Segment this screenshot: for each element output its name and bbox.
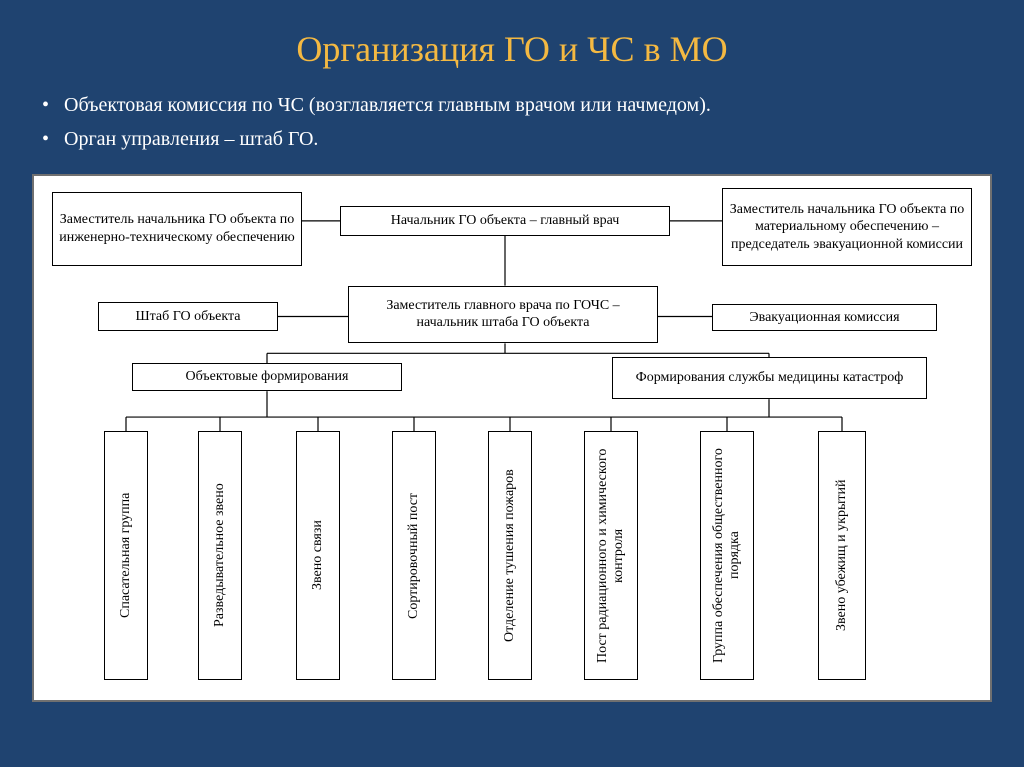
org-chart-frame: Заместитель начальника ГО объекта по инж… — [32, 174, 992, 702]
node-row3L: Объектовые формирования — [132, 363, 402, 391]
node-midC: Заместитель главного врача по ГОЧС – нач… — [348, 286, 658, 344]
node-v7: Звено убежищ и укрытий — [818, 431, 866, 680]
org-chart: Заместитель начальника ГО объекта по инж… — [42, 186, 982, 690]
node-v6: Группа обеспечения общественного порядка — [700, 431, 754, 680]
node-topL: Заместитель начальника ГО объекта по инж… — [52, 192, 302, 266]
node-v2: Звено связи — [296, 431, 340, 680]
node-v4: Отделение тушения пожаров — [488, 431, 532, 680]
page-title: Организация ГО и ЧС в МО — [0, 0, 1024, 90]
node-midL: Штаб ГО объекта — [98, 302, 278, 332]
node-topR: Заместитель начальника ГО объекта по мат… — [722, 188, 972, 266]
bullet-list: Объектовая комиссия по ЧС (возглавляется… — [0, 90, 1024, 154]
node-v1: Разведывательное звено — [198, 431, 242, 680]
node-v3: Сортировочный пост — [392, 431, 436, 680]
node-row3R: Формирования службы медицины катастроф — [612, 357, 927, 399]
bullet-item: Объектовая комиссия по ЧС (возглавляется… — [42, 90, 994, 120]
node-v0: Спасательная группа — [104, 431, 148, 680]
bullet-item: Орган управления – штаб ГО. — [42, 124, 994, 154]
node-topC: Начальник ГО объекта – главный врач — [340, 206, 670, 236]
node-midR: Эвакуационная комиссия — [712, 304, 937, 332]
node-v5: Пост радиационного и химического контрол… — [584, 431, 638, 680]
